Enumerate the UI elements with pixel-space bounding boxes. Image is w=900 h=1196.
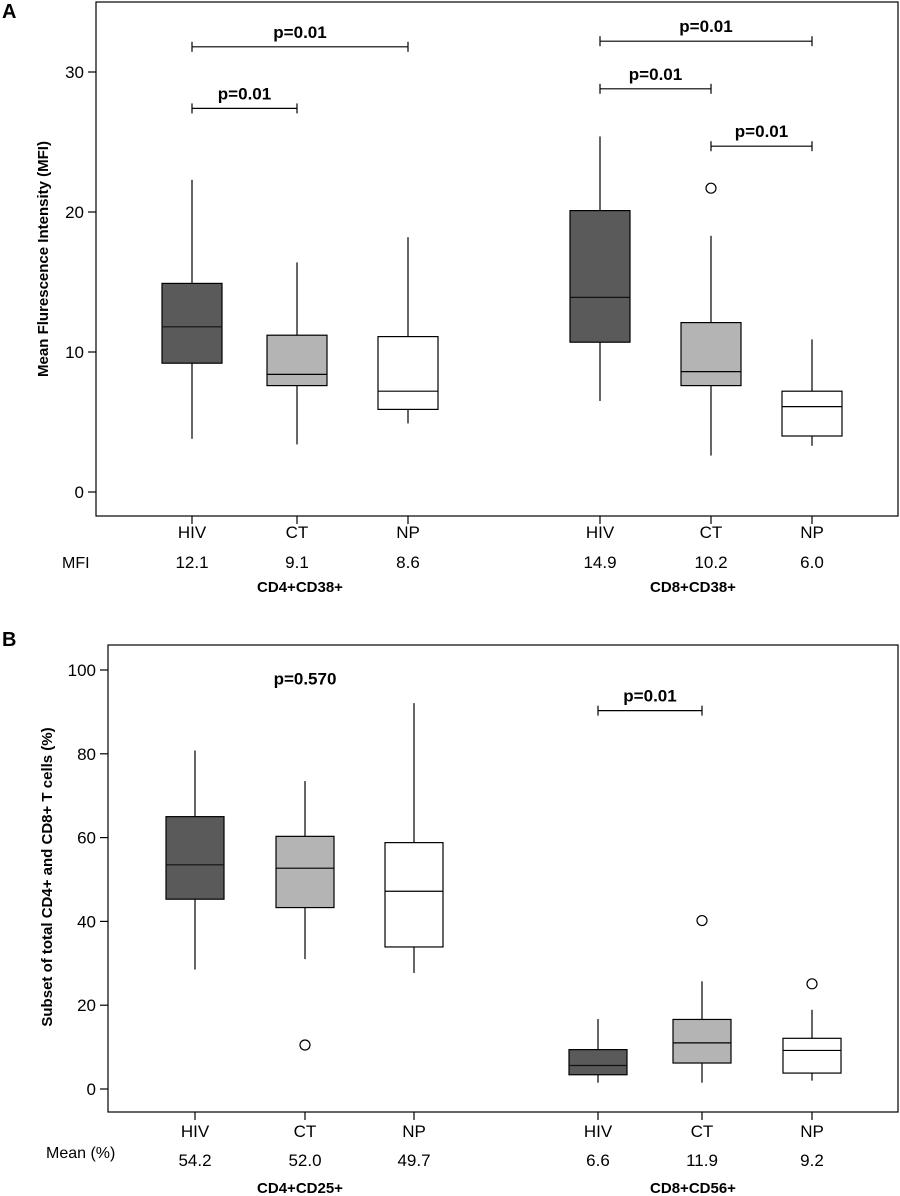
panel-a-comparison-bracket: p=0.01 — [191, 23, 409, 52]
box-iqr — [165, 816, 225, 900]
panel-a-category-label: CT — [286, 523, 309, 542]
panel-a-category-label: HIV — [586, 523, 615, 542]
panel-b-y-tick-label: 60 — [77, 829, 96, 848]
panel-b-category-label: CT — [294, 1122, 317, 1141]
p-value-label: p=0.01 — [218, 84, 271, 103]
panel-a-comparison-bracket: p=0.01 — [191, 84, 298, 114]
panel-a-mean-label: 8.6 — [396, 553, 420, 572]
panel-b-y-tick-label: 40 — [77, 912, 96, 931]
panel-a-y-tick-label: 10 — [65, 343, 84, 362]
box-iqr — [680, 322, 742, 387]
box-iqr — [569, 210, 631, 343]
box-iqr — [568, 1049, 628, 1076]
panel-b-mean-label: 54.2 — [178, 1151, 211, 1170]
panel-b-annotation: p=0.570 — [274, 670, 337, 689]
p-value-label: p=0.01 — [679, 17, 732, 36]
panel-a-group-label: CD4+CD38+ — [257, 579, 343, 596]
panel-b-y-tick-label: 100 — [68, 661, 96, 680]
panel-a-mean-label: 12.1 — [175, 553, 208, 572]
panel-b-y-axis-label: Subset of total CD4+ and CD8+ T cells (%… — [39, 727, 56, 1026]
panel-a-category-label: NP — [800, 523, 824, 542]
panel-a-mean-label: 14.9 — [583, 553, 616, 572]
panel-a-mean-label: 10.2 — [694, 553, 727, 572]
p-value-label: p=0.01 — [629, 65, 682, 84]
box-iqr — [384, 842, 444, 948]
panel-a-mean-label: 6.0 — [800, 553, 824, 572]
box-iqr — [377, 336, 439, 411]
panel-b-mean-label: 9.2 — [800, 1151, 824, 1170]
box-iqr — [275, 835, 335, 909]
box-iqr — [266, 334, 328, 387]
panel-b-category-label: CT — [691, 1122, 714, 1141]
outlier-point — [696, 914, 708, 927]
panel-b-box-1 — [275, 781, 335, 1051]
panel-a-category-label: HIV — [178, 523, 207, 542]
box-iqr — [782, 1037, 842, 1074]
panel-b-y-tick-label: 80 — [77, 745, 96, 764]
panel-a-box-4 — [680, 182, 742, 456]
p-value-label: p=0.01 — [735, 122, 788, 141]
panel-b-letter: B — [2, 629, 16, 651]
box-iqr — [672, 1018, 732, 1064]
panel-b-category-label: NP — [402, 1122, 426, 1141]
panel-a-box-1 — [266, 262, 328, 445]
panel-b: B Subset of total CD4+ and CD8+ T cells … — [2, 629, 899, 1196]
panel-a: A Mean Flurescence Intensity (MFI) MFI 0… — [2, 1, 899, 596]
panel-b-mean-label: 6.6 — [586, 1151, 610, 1170]
panel-a-y-axis-label: Mean Flurescence Intensity (MFI) — [35, 141, 52, 377]
panel-b-box-4 — [672, 914, 732, 1083]
panel-b-y-tick-label: 20 — [77, 996, 96, 1015]
panel-b-box-5 — [782, 978, 842, 1081]
panel-b-mean-label: 11.9 — [686, 1151, 718, 1170]
panel-a-plot: p=0.01 p=0.01 p=0.01 p=0.01 p=0.01 — [161, 17, 843, 456]
panel-a-box-3 — [569, 136, 631, 401]
panel-b-category-label: NP — [800, 1122, 824, 1141]
panel-b-mean-label: 52.0 — [288, 1151, 321, 1170]
box-iqr — [781, 390, 843, 437]
box-iqr — [161, 282, 223, 364]
panel-b-box-0 — [165, 750, 225, 970]
p-value-label: p=0.01 — [273, 23, 326, 42]
panel-b-plot: p=0.01 p=0.570 — [165, 670, 842, 1083]
panel-a-box-5 — [781, 339, 843, 446]
panel-a-letter: A — [2, 1, 16, 23]
panel-b-frame — [107, 644, 899, 1113]
panel-b-category-label: HIV — [584, 1122, 613, 1141]
panel-a-box-2 — [377, 237, 439, 424]
panel-b-comparison-bracket: p=0.01 — [597, 687, 703, 716]
panel-b-group-label: CD4+CD25+ — [257, 1180, 343, 1196]
panel-b-y-tick-label: 0 — [87, 1080, 96, 1099]
outlier-point — [806, 978, 818, 990]
panel-a-row-label: MFI — [62, 555, 90, 572]
panel-b-category-label: HIV — [181, 1122, 210, 1141]
panel-a-comparison-bracket: p=0.01 — [710, 122, 813, 152]
panel-b-group-label: CD8+CD56+ — [650, 1180, 736, 1196]
panel-a-y-axis: 0 10 20 30 HIV 12.1 CT 9.1 NP 8.6 HIV 14.9 CT 10.2 NP 6… — [65, 63, 824, 596]
panel-a-y-tick-label: 0 — [75, 483, 84, 502]
outlier-point — [299, 1039, 311, 1051]
outlier-point — [705, 182, 717, 194]
panel-b-mean-label: 49.7 — [397, 1151, 430, 1170]
panel-b-box-2 — [384, 703, 444, 973]
panel-b-box-3 — [568, 1019, 628, 1083]
p-value-label: p=0.01 — [623, 687, 676, 706]
panel-a-category-label: CT — [700, 523, 723, 542]
panel-b-y-axis: 0 20 40 60 80 100 HIV 54.2 CT 52.0 NP 49.7 HIV 6.6 CT 1… — [68, 661, 824, 1196]
panel-a-box-0 — [161, 179, 223, 439]
panel-b-row-label: Mean (%) — [46, 1145, 115, 1162]
panel-a-comparison-bracket: p=0.01 — [599, 17, 813, 47]
panel-a-group-label: CD8+CD38+ — [650, 579, 736, 596]
panel-a-y-tick-label: 30 — [65, 63, 84, 82]
panel-a-frame — [95, 1, 899, 517]
panel-a-mean-label: 9.1 — [285, 553, 309, 572]
panel-a-y-tick-label: 20 — [65, 203, 84, 222]
panel-a-comparison-bracket: p=0.01 — [599, 65, 712, 94]
panel-a-category-label: NP — [396, 523, 420, 542]
